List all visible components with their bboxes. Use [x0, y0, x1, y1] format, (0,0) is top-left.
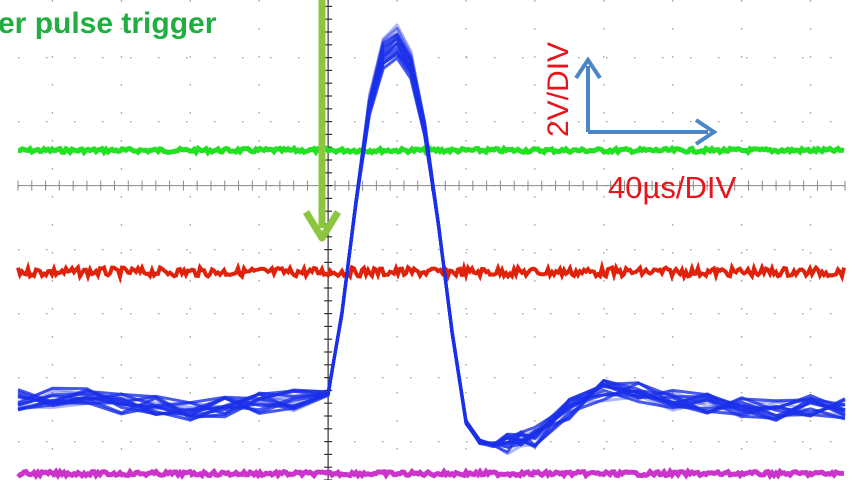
trace-line	[17, 41, 846, 446]
trace-line	[17, 56, 846, 445]
trace-line	[17, 32, 846, 446]
trace-line	[17, 33, 846, 449]
time-per-div-label: 40µs/DIV	[608, 170, 736, 205]
volts-per-div-label: 2V/DIV	[542, 42, 575, 137]
trace-line	[16, 466, 845, 480]
scale-arrows	[574, 56, 718, 146]
trace-line	[17, 144, 845, 157]
trace-line	[17, 49, 846, 447]
trace-line	[17, 27, 846, 449]
trigger-arrow	[303, 0, 341, 242]
trace-line	[17, 46, 846, 454]
trace-line	[17, 51, 846, 449]
trace-line	[16, 259, 846, 285]
trigger-label: er pulse trigger	[0, 7, 217, 40]
trace-line	[17, 52, 846, 447]
trace-line	[17, 23, 846, 456]
scope-traces	[16, 23, 846, 480]
trace-line	[17, 26, 846, 446]
trace-line	[17, 41, 846, 449]
trace-line	[17, 36, 846, 448]
trace-line	[17, 37, 846, 448]
